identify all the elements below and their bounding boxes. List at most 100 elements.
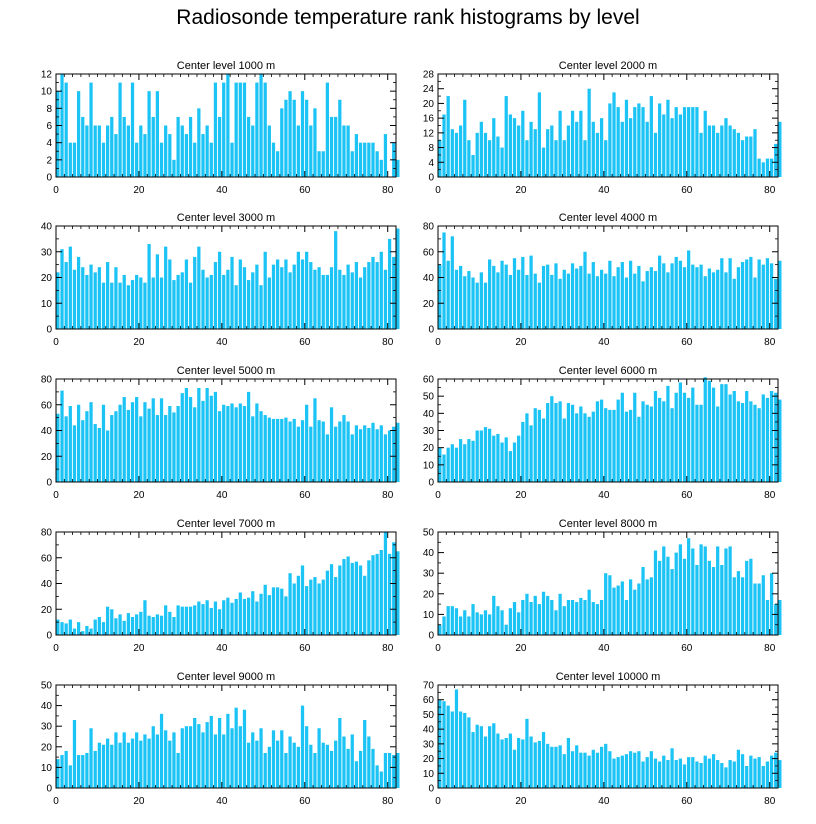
histogram-bar [118,82,122,177]
histogram-bar [93,272,97,329]
histogram-bar [242,82,247,177]
histogram-bar [205,600,209,635]
histogram-bar [521,256,525,329]
histogram-bar [56,272,60,329]
histogram-bar [575,121,579,177]
histogram-bar [93,750,97,788]
histogram-bar [81,267,85,329]
histogram-bar [118,614,122,635]
histogram-bar [570,110,575,177]
histogram-bar [338,421,342,482]
histogram-bar [641,401,645,482]
histogram-bar [471,440,475,482]
histogram-bar [255,403,259,482]
histogram-bar [284,596,288,636]
x-tick-label: 80 [764,490,776,501]
histogram-bar [213,601,218,635]
histogram-bar [628,260,633,329]
y-tick-label: 40 [423,409,435,420]
histogram-bar [188,282,193,329]
histogram-bar [284,259,288,329]
histogram-bar [396,752,400,788]
histogram-bar [396,422,400,482]
histogram-bar [168,406,172,482]
histogram-bar [500,260,504,329]
histogram-bar [562,269,566,329]
histogram-bar [305,726,309,788]
histogram-bar [68,765,72,788]
histogram-bar [271,730,276,788]
histogram-bar [591,262,595,329]
histogram-bar [740,140,745,177]
histogram-bar [546,595,550,635]
histogram-bar [213,82,218,177]
panel-title: Center level 3000 m [177,212,275,224]
histogram-bar [159,713,164,788]
histogram-bar [242,267,247,329]
histogram-bar [143,134,147,177]
histogram-bar [546,129,550,177]
histogram-bar [554,263,558,329]
histogram-bar [604,140,608,177]
histogram-bar [234,707,238,788]
histogram-bar [259,593,263,635]
x-tick-label: 0 [53,337,59,348]
histogram-bar [358,429,363,482]
histogram-bar [354,561,359,635]
histogram-bar [172,280,176,329]
histogram-bar [658,103,662,177]
x-tick-label: 60 [299,337,311,348]
histogram-bar [350,434,354,482]
histogram-bar [263,415,267,482]
histogram-bar [450,606,454,635]
histogram-bar [209,607,213,635]
histogram-bar [375,151,379,177]
histogram-bar [450,711,454,788]
histogram-bar [483,736,488,788]
histogram-bar [695,761,699,788]
histogram-bar [500,610,504,635]
histogram-bar [587,589,591,635]
histogram-bar [525,413,529,482]
histogram-bar [350,151,354,177]
histogram-bar [375,262,379,329]
histogram-bar [562,418,566,482]
histogram-bar [329,116,334,177]
y-tick-label: 40 [41,426,53,437]
histogram-bar [687,538,691,635]
histogram-bar [483,282,488,329]
histogram-bar [226,713,230,788]
histogram-bar [579,110,583,177]
histogram-bar [188,726,193,788]
histogram-bar [126,285,130,329]
histogram-bar [155,614,160,635]
panel-title: Center level 8000 m [559,518,657,530]
x-tick-label: 60 [299,185,311,196]
y-tick-label: 8 [46,104,52,115]
histogram-bar [354,761,359,788]
histogram-bar [628,118,633,177]
histogram-bar [558,110,562,177]
histogram-bar [338,565,342,635]
histogram-bar [292,583,296,635]
histogram-bar [488,140,492,177]
histogram-panel: Center level 10000 m 0 20 40 60 80 0 10 20 30 40 50… [423,671,782,807]
histogram-bar [97,742,101,788]
histogram-bar [89,728,93,788]
histogram-bar [761,765,765,788]
x-tick-label: 80 [382,643,394,654]
histogram-bar [379,771,383,788]
y-tick-label: 0 [428,784,434,795]
histogram-bar [93,125,97,177]
histogram-bar [612,409,616,482]
y-tick-label: 12 [41,70,53,81]
histogram-bar [276,151,280,177]
y-tick-label: 50 [423,392,435,403]
histogram-bar [246,742,251,788]
histogram-bar [732,761,736,788]
histogram-bar [201,604,205,635]
histogram-bar [147,408,151,482]
histogram-bar [711,272,716,329]
histogram-bar [595,752,600,788]
histogram-bar [255,601,259,635]
